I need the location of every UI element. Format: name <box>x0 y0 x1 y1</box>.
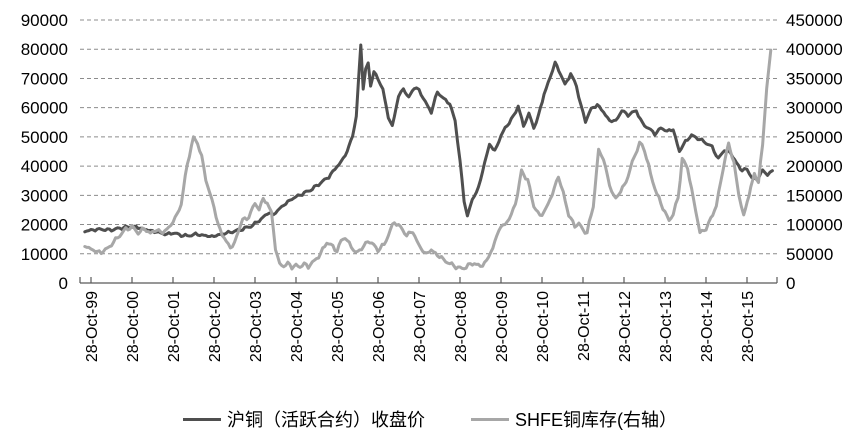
y-right-tick-label: 350000 <box>786 69 843 88</box>
legend-item-inventory: SHFE铜库存(右轴） <box>471 406 677 432</box>
y-right-tick-label: 150000 <box>786 186 843 205</box>
legend-item-price: 沪铜（活跃合约）收盘价 <box>183 406 425 432</box>
y-right-tick-label: 300000 <box>786 99 843 118</box>
x-tick-label: 28-Oct-00 <box>125 291 142 362</box>
x-tick-label: 28-Oct-13 <box>658 291 675 362</box>
y-left-tick-labels: 90000 80000 70000 60000 50000 40000 30000 20000… <box>21 11 68 293</box>
x-tick-label: 28-Oct-15 <box>740 291 757 362</box>
inventory-line-swatch <box>471 417 509 421</box>
x-tick-label: 28-Oct-09 <box>494 291 511 362</box>
legend-label-price: 沪铜（活跃合约）收盘价 <box>227 410 425 430</box>
y-left-tick-label: 10000 <box>21 245 68 264</box>
y-right-tick-label: 100000 <box>786 216 843 235</box>
y-right-tick-label: 200000 <box>786 157 843 176</box>
y-left-tick-label: 60000 <box>21 99 68 118</box>
x-tick-label: 28-Oct-03 <box>248 291 265 362</box>
x-tick-label: 28-Oct-02 <box>207 291 224 362</box>
y-left-tick-label: 50000 <box>21 128 68 147</box>
x-tick-label: 28-Oct-01 <box>166 291 183 362</box>
y-left-tick-label: 40000 <box>21 157 68 176</box>
y-right-tick-label: 400000 <box>786 40 843 59</box>
price-line <box>83 43 774 238</box>
x-tick-labels: 28-Oct-99 28-Oct-00 28-Oct-01 28-Oct-02 28-O… <box>84 291 757 362</box>
x-tick-label: 28-Oct-99 <box>84 291 101 362</box>
x-tick-label: 28-Oct-14 <box>699 291 716 362</box>
y-left-tick-label: 80000 <box>21 40 68 59</box>
x-tick-label: 28-Oct-05 <box>330 291 347 362</box>
price-line-swatch <box>183 417 221 421</box>
y-left-tick-label: 70000 <box>21 69 68 88</box>
x-axis <box>79 277 778 284</box>
y-left-tick-label: 20000 <box>21 216 68 235</box>
y-left-tick-label: 30000 <box>21 186 68 205</box>
x-tick-label: 28-Oct-11 <box>576 291 593 361</box>
y-right-tick-labels: 450000 400000 350000 300000 250000 200000 1500… <box>786 11 843 293</box>
y-left-tick-label: 90000 <box>21 11 68 30</box>
y-right-tick-label: 250000 <box>786 128 843 147</box>
x-tick-label: 28-Oct-12 <box>617 291 634 362</box>
y-right-tick-label: 450000 <box>786 11 843 30</box>
x-tick-label: 28-Oct-06 <box>371 291 388 362</box>
chart-legend: 沪铜（活跃合约）收盘价 SHFE铜库存(右轴） <box>0 406 860 432</box>
inventory-line <box>83 48 773 271</box>
y-right-tick-label: 0 <box>786 274 795 293</box>
legend-label-inventory: SHFE铜库存(右轴） <box>515 410 677 430</box>
x-tick-label: 28-Oct-07 <box>412 291 429 362</box>
x-tick-label: 28-Oct-10 <box>535 291 552 362</box>
line-chart-canvas: 28-Oct-99 28-Oct-00 28-Oct-01 28-Oct-02 28-O… <box>21 11 843 362</box>
x-tick-label: 28-Oct-08 <box>453 291 470 362</box>
y-left-tick-label: 0 <box>59 274 68 293</box>
x-tick-label: 28-Oct-04 <box>289 291 306 362</box>
y-right-tick-label: 50000 <box>786 245 833 264</box>
